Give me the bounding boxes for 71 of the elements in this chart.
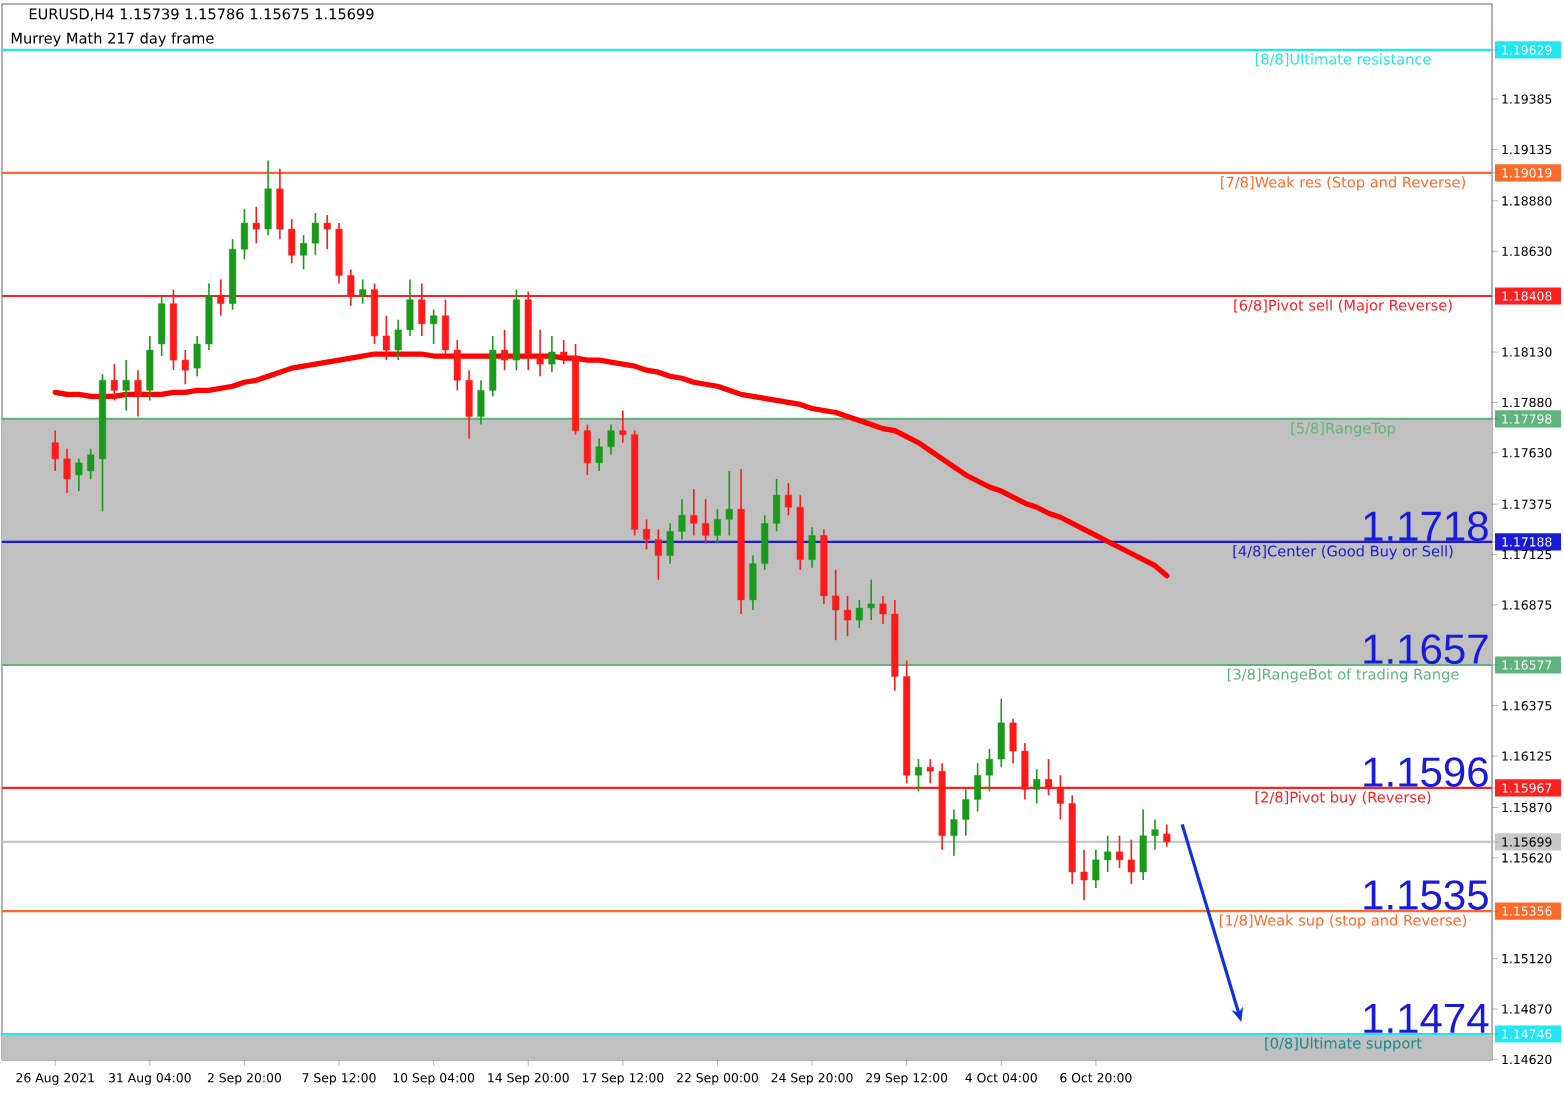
candlestick [276,167,284,240]
candlestick [1127,838,1135,885]
annotation: 1.1596 [1364,757,1488,787]
candlestick [264,159,272,236]
candlestick [158,294,166,357]
candlestick [997,697,1005,768]
candlestick [1139,808,1147,881]
candlestick [489,335,497,398]
candlestick [146,335,154,402]
candlestick [962,788,970,837]
candlestick [654,528,662,581]
candlestick [560,339,568,365]
candlestick [690,488,698,537]
candlestick [832,568,840,642]
candlestick [477,379,485,426]
candlestick [335,222,343,285]
annotation: 1.1535 [1364,880,1488,910]
candlestick [110,363,118,402]
annotation: 1.1718 [1364,511,1488,542]
candlestick [879,595,887,625]
candlestick [1163,823,1171,848]
candlestick [761,514,769,571]
candlestick [855,599,863,629]
candlestick [536,329,544,378]
candlestick [725,470,733,537]
candlestick [773,478,781,533]
candlestick [950,808,958,857]
candlestick [75,458,83,492]
candlestick [394,318,402,361]
candlestick [666,522,674,565]
candlestick [678,498,686,541]
candlestick [619,409,627,444]
candlestick [51,429,59,472]
candlestick [1104,834,1112,873]
candlestick [595,437,603,472]
candlestick [181,349,189,386]
candlestick [1151,818,1159,851]
candlestick [642,518,650,551]
candlestick [867,578,875,621]
candlestick [808,526,816,569]
candlestick [193,335,201,378]
candlestick [1092,849,1100,889]
candlestick [1009,718,1017,764]
candlestick [453,339,461,392]
candlestick [87,447,95,480]
candlestick [1116,834,1124,869]
candlestick [926,758,934,785]
candlestick [134,369,142,418]
candlestick [288,218,296,265]
candlestick [430,308,438,345]
candlestick [784,482,792,517]
candlestick [406,278,414,337]
candlestick [122,359,130,412]
candlestick [607,423,615,456]
candlestick [914,758,922,793]
candlestick [702,498,710,545]
candlestick [465,369,473,440]
candlestick [1033,768,1041,805]
candlestick [1080,849,1088,901]
annotation: 1.1657 [1364,634,1488,665]
candlestick [359,278,367,305]
annotation: 1.1474 [1364,1003,1489,1033]
candlestick [749,554,757,611]
candlestick [252,206,260,244]
candlestick [63,447,71,494]
candlestick [501,329,509,371]
candlestick [844,595,852,637]
candlestick [713,508,721,545]
candlestick [323,214,331,251]
candlestick [548,335,556,373]
candlestick [382,314,390,361]
